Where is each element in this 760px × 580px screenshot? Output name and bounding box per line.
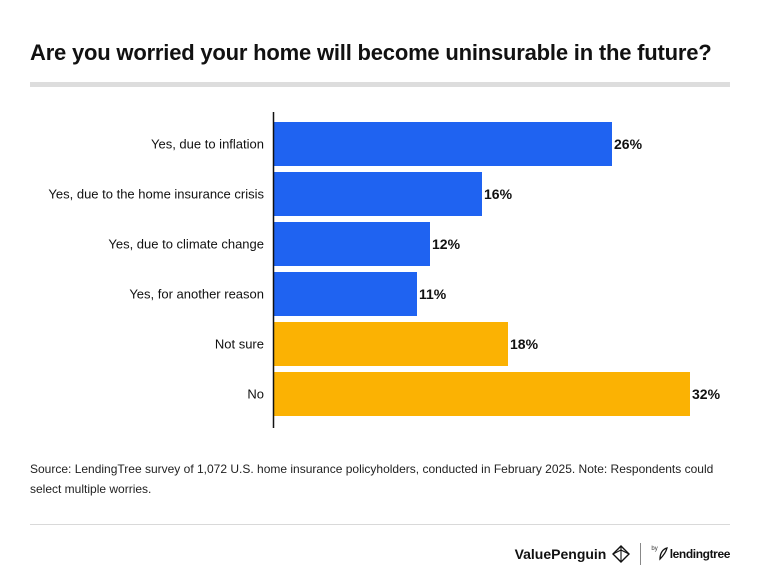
- footer-divider: [30, 524, 730, 525]
- bars-layer: Yes, due to inflation 26% Yes, due to the …: [48, 122, 721, 416]
- brand-separator: [640, 543, 642, 565]
- source-note: Source: LendingTree survey of 1,072 U.S.…: [30, 462, 714, 496]
- value-label-4: 11%: [419, 286, 447, 302]
- category-label-3: Yes, due to climate change: [108, 237, 264, 252]
- bar-1: [274, 122, 612, 166]
- chart-title: Are you worried your home will become un…: [30, 40, 712, 65]
- bar-4: [274, 272, 417, 316]
- value-label-3: 12%: [432, 236, 461, 252]
- category-label-5: Not sure: [215, 337, 264, 352]
- bar-6: [274, 372, 690, 416]
- bar-chart: Yes, due to inflation 26% Yes, due to the …: [48, 112, 721, 428]
- value-label-5: 18%: [510, 336, 539, 352]
- value-label-2: 16%: [484, 186, 513, 202]
- bar-5: [274, 322, 508, 366]
- bar-3: [274, 222, 430, 266]
- title-divider: [30, 82, 730, 87]
- category-label-4: Yes, for another reason: [129, 287, 264, 302]
- category-label-6: No: [247, 387, 264, 402]
- value-label-6: 32%: [692, 386, 721, 402]
- valuepenguin-logo-icon: [612, 545, 631, 563]
- valuepenguin-logo-text: ValuePenguin: [514, 546, 607, 562]
- brand-by-text: by: [651, 546, 658, 552]
- value-label-1: 26%: [614, 136, 643, 152]
- lendingtree-leaf-icon: [658, 547, 668, 561]
- category-label-2: Yes, due to the home insurance crisis: [48, 187, 264, 202]
- lendingtree-logo-text: lendingtree: [669, 547, 731, 561]
- bar-2: [274, 172, 482, 216]
- category-label-1: Yes, due to inflation: [151, 137, 264, 152]
- branding: ValuePenguin by lendingtree: [515, 540, 730, 568]
